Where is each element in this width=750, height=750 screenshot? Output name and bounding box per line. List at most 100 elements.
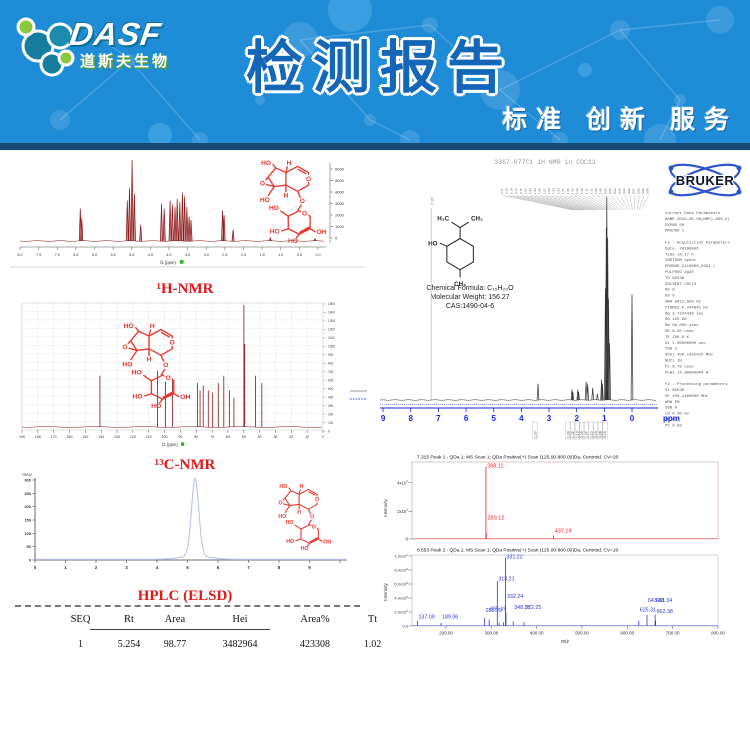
- svg-text:7.0: 7.0: [55, 253, 60, 257]
- svg-text:2.0x106: 2.0x106: [394, 609, 408, 615]
- svg-text:8.0: 8.0: [17, 253, 22, 257]
- svg-text:70: 70: [210, 435, 214, 439]
- table-cell: 423308: [300, 639, 330, 650]
- svg-text:289.12: 289.12: [488, 515, 505, 521]
- bruker-logo: BRUKER: [668, 163, 742, 197]
- svg-text:0: 0: [406, 537, 409, 542]
- svg-text:0.92: 0.92: [618, 188, 622, 194]
- svg-text:PLW1 14.00000000 W: PLW1 14.00000000 W: [665, 371, 709, 375]
- svg-text:0.5: 0.5: [297, 253, 302, 257]
- svg-text:100: 100: [328, 421, 334, 425]
- hnmr-section-label: ¹H-NMR: [156, 281, 214, 297]
- svg-text:348.25: 348.25: [514, 605, 530, 611]
- svg-text:1.03: 1.03: [566, 431, 570, 438]
- svg-text:F2 - Acquisition Parameters: F2 - Acquisition Parameters: [665, 241, 730, 246]
- table-cell: 1.02: [363, 639, 382, 650]
- svg-text:7.5: 7.5: [36, 253, 41, 257]
- bruker-spectrum-title: 3367-077C1 1H NMR in CDC13: [494, 159, 596, 166]
- svg-text:3.28: 3.28: [599, 431, 603, 438]
- svg-text:TD0 1: TD0 1: [665, 348, 678, 352]
- svg-text:0.87: 0.87: [632, 188, 636, 194]
- svg-text:437.19: 437.19: [555, 529, 572, 535]
- bruker-hnmr-chart: 3367-077C1 1H NMR in CDC13 BRUKER H₃C CH…: [379, 159, 742, 440]
- svg-text:662.38: 662.38: [657, 609, 673, 615]
- svg-text:6.0: 6.0: [92, 253, 97, 257]
- svg-text:1.67: 1.67: [542, 188, 546, 194]
- svg-text:1.12: 1.12: [585, 188, 589, 194]
- svg-text:GB 0: GB 0: [665, 419, 675, 423]
- svg-text:3000: 3000: [335, 201, 345, 206]
- header-bottom-band: [0, 143, 750, 150]
- svg-text:900: 900: [328, 353, 334, 357]
- svg-text:Current Data Parameters: Current Data Parameters: [665, 211, 721, 216]
- svg-text:Time 14.17 h: Time 14.17 h: [665, 252, 694, 257]
- svg-text:F2 - Processing parameters: F2 - Processing parameters: [665, 382, 728, 387]
- svg-text:INSTRUM spect: INSTRUM spect: [665, 259, 696, 263]
- svg-text:50: 50: [242, 435, 246, 439]
- svg-text:0.85: 0.85: [636, 188, 640, 194]
- svg-text:PROCNO 1: PROCNO 1: [665, 230, 685, 234]
- svg-text:372.25: 372.25: [525, 605, 541, 611]
- svg-text:1.45: 1.45: [566, 188, 570, 194]
- svg-text:1.5: 1.5: [259, 253, 264, 257]
- svg-text:8: 8: [408, 414, 413, 423]
- svg-text:1.65: 1.65: [547, 188, 551, 194]
- svg-text:10: 10: [305, 435, 309, 439]
- svg-text:2.0: 2.0: [241, 253, 246, 257]
- svg-text:5: 5: [186, 565, 189, 570]
- svg-text:1400: 1400: [328, 311, 335, 315]
- svg-text:2.11: 2.11: [519, 188, 523, 194]
- svg-text:1.13: 1.13: [576, 431, 580, 438]
- header-tagline: 标准 创新 服务: [502, 106, 738, 134]
- svg-text:NAME 2019-05-06(NMR)-690_2): NAME 2019-05-06(NMR)-690_2): [665, 217, 730, 222]
- svg-text:SI 65536: SI 65536: [665, 389, 685, 393]
- svg-text:500: 500: [328, 387, 334, 391]
- svg-text:180: 180: [35, 435, 41, 439]
- svg-text:200: 200: [24, 504, 31, 509]
- svg-text:Date_ 20190506: Date_ 20190506: [665, 247, 699, 251]
- svg-text:4x107: 4x107: [397, 480, 408, 486]
- svg-text:4.0x106: 4.0x106: [394, 595, 408, 601]
- cnmr-spectrum-chart: 190 180 170 160 150 140 130 120 110 100 90 80 70 60 50…: [19, 302, 367, 447]
- svg-text:250: 250: [24, 491, 31, 496]
- svg-text:295.19: 295.19: [490, 606, 506, 612]
- svg-text:7: 7: [247, 565, 250, 570]
- svg-text:400: 400: [328, 395, 334, 399]
- svg-text:1.09: 1.09: [594, 188, 598, 194]
- svg-text:700: 700: [328, 370, 334, 374]
- svg-text:20: 20: [289, 435, 293, 439]
- svg-text:6: 6: [217, 565, 220, 570]
- brand-subtitle: 道斯夫生物: [80, 53, 171, 70]
- svg-text:RG 125.98: RG 125.98: [665, 318, 687, 322]
- svg-text:0.80: 0.80: [646, 188, 650, 194]
- svg-text:700.00: 700.00: [666, 631, 680, 636]
- svg-text:1.96: 1.96: [528, 188, 532, 194]
- mass-spectra-charts: 7.315 Peak 1 - QDa 1: MS Scan 1: QDa Pos…: [383, 455, 725, 646]
- svg-text:7.26: 7.26: [430, 196, 435, 205]
- svg-text:WDW EM: WDW EM: [665, 401, 680, 405]
- svg-text:SWH 8012.820 Hz: SWH 8012.820 Hz: [665, 301, 702, 305]
- svg-text:625.31: 625.31: [640, 607, 656, 613]
- svg-text:P1 9.78 usec: P1 9.78 usec: [665, 365, 694, 369]
- svg-text:643.38: 643.38: [648, 598, 664, 604]
- svg-text:f1 (ppm): f1 (ppm): [162, 442, 178, 447]
- svg-text:Intensity: Intensity: [383, 498, 389, 516]
- svg-text:0: 0: [630, 414, 635, 423]
- svg-text:3.0: 3.0: [204, 253, 209, 257]
- svg-text:Intensity: Intensity: [383, 582, 389, 600]
- svg-text:150: 150: [82, 435, 88, 439]
- svg-text:1.61: 1.61: [561, 188, 565, 194]
- menthol-structure: H₃C CH₃ HO CH₃: [428, 216, 483, 289]
- svg-text:DS 0: DS 0: [665, 295, 675, 299]
- atom-label: HO: [428, 241, 438, 248]
- svg-text:137.09: 137.09: [418, 615, 434, 621]
- svg-text:SOLVENT CDCl3: SOLVENT CDCl3: [665, 282, 697, 287]
- svg-text:PULPROG zg30: PULPROG zg30: [665, 271, 694, 275]
- svg-text:1.10: 1.10: [589, 431, 593, 438]
- svg-text:1: 1: [64, 565, 67, 570]
- svg-text:DE 6.50 usec: DE 6.50 usec: [665, 330, 694, 334]
- svg-text:1100: 1100: [328, 336, 335, 340]
- svg-text:300.00: 300.00: [484, 631, 498, 636]
- svg-text:50: 50: [27, 544, 32, 549]
